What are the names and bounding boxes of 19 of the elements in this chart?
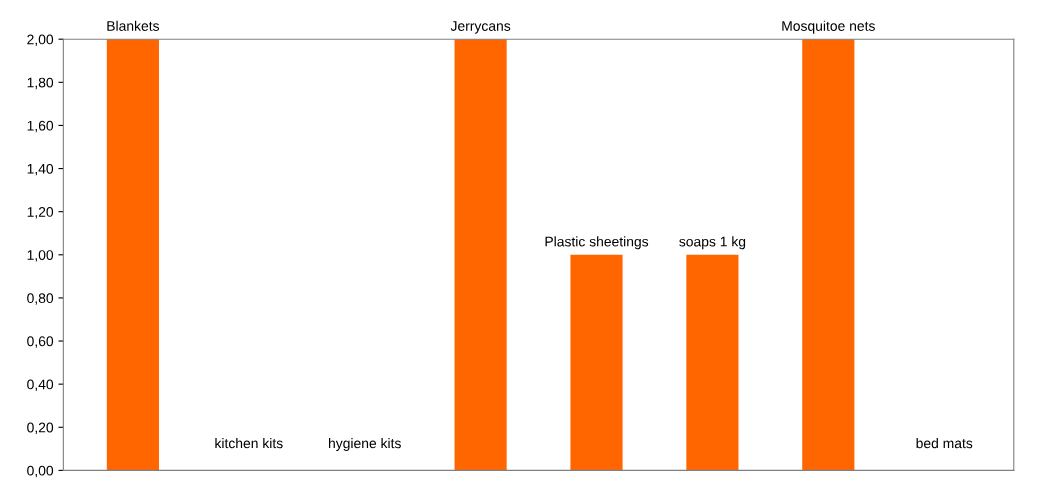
y-tick-label: 1,20 xyxy=(27,207,54,219)
y-tick-label: 0,60 xyxy=(27,336,54,348)
x-tick-label: kitchen kits xyxy=(215,438,283,449)
y-tick-label: 0,00 xyxy=(27,465,54,478)
y-tick-label: 1,60 xyxy=(27,120,54,133)
x-tick-label: Jerrycans xyxy=(450,21,511,34)
x-tick-label: soaps 1 kg xyxy=(679,236,746,250)
y-tick-label: 1,80 xyxy=(27,77,54,90)
y-tick-label: 0,20 xyxy=(27,422,54,435)
x-tick-label: Blankets xyxy=(107,20,160,31)
x-tick-label: bed mats xyxy=(916,438,973,449)
y-tick-label: 1,00 xyxy=(27,250,54,262)
x-tick-label: hygiene kits xyxy=(329,438,401,451)
y-tick-label: 0,80 xyxy=(27,293,54,305)
y-tick-label: 0,40 xyxy=(27,379,54,391)
x-tick-label: Plastic sheetings xyxy=(545,236,649,250)
x-tick-label: Mosquitoe nets xyxy=(782,20,875,34)
y-tick-label: 1,40 xyxy=(27,163,54,176)
y-tick-label: 2,00 xyxy=(27,34,54,47)
